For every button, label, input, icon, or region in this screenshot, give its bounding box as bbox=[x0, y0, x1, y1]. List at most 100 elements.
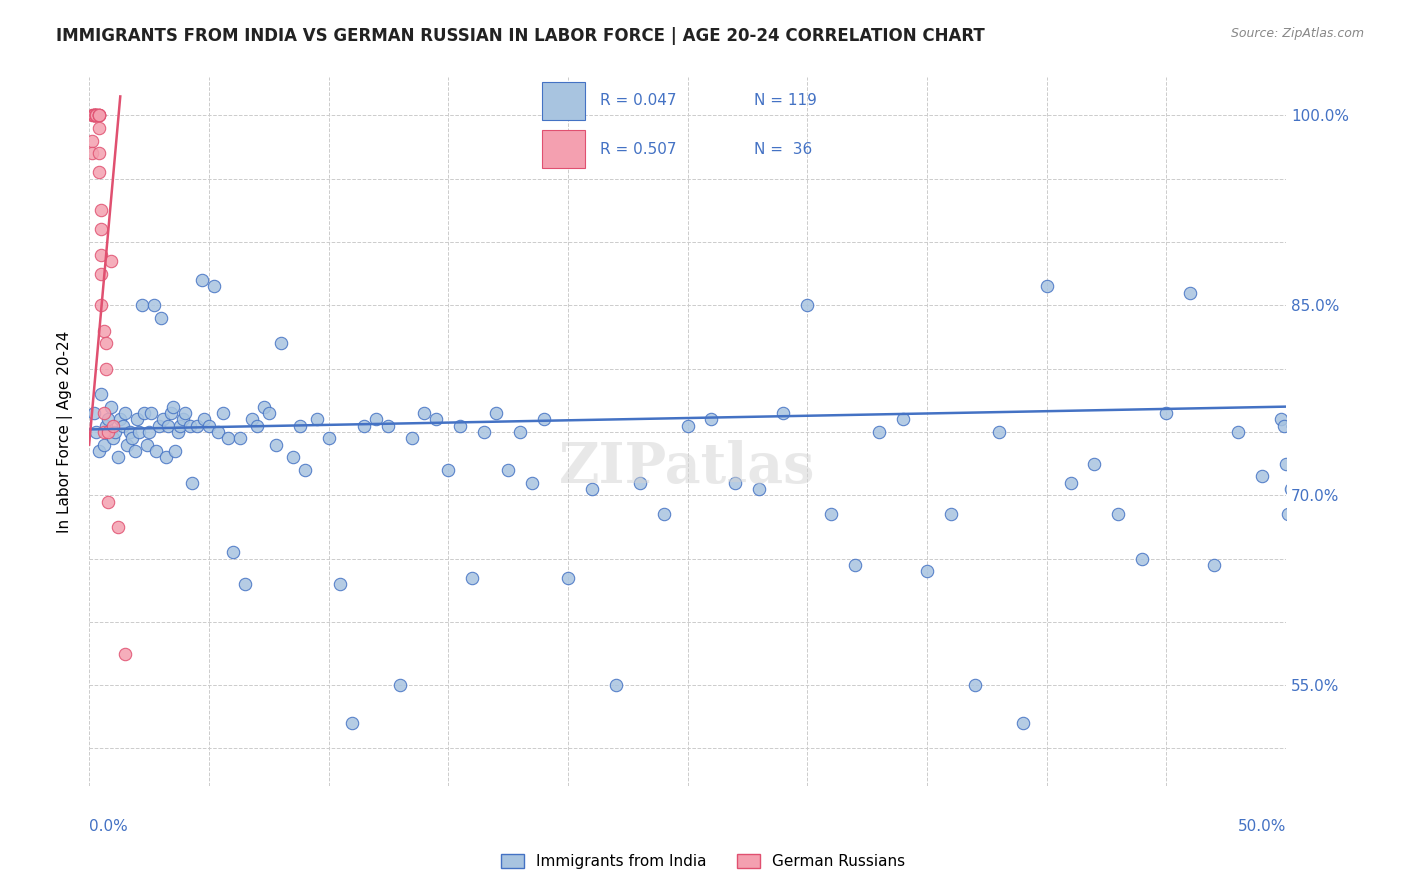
Point bbox=[1286, 412, 1309, 426]
Point bbox=[90, 222, 112, 236]
Point bbox=[110, 412, 132, 426]
Point bbox=[97, 412, 120, 426]
Point bbox=[94, 336, 117, 351]
Point bbox=[174, 406, 197, 420]
Point bbox=[121, 431, 143, 445]
Point bbox=[628, 475, 651, 490]
Point bbox=[233, 577, 256, 591]
Point bbox=[425, 412, 447, 426]
Point bbox=[461, 570, 484, 584]
Point bbox=[305, 412, 328, 426]
Point bbox=[472, 425, 495, 439]
Point bbox=[179, 418, 201, 433]
Point bbox=[377, 418, 399, 433]
Point bbox=[1035, 279, 1057, 293]
Point bbox=[87, 108, 110, 122]
Point bbox=[229, 431, 252, 445]
Point bbox=[1130, 551, 1153, 566]
Point bbox=[83, 108, 105, 122]
Point bbox=[1251, 469, 1274, 483]
Point bbox=[86, 108, 108, 122]
Point bbox=[1279, 482, 1302, 496]
FancyBboxPatch shape bbox=[541, 82, 585, 120]
Point bbox=[987, 425, 1010, 439]
Point bbox=[141, 406, 163, 420]
Point bbox=[86, 425, 108, 439]
Point bbox=[149, 311, 172, 326]
Point bbox=[288, 418, 311, 433]
Y-axis label: In Labor Force | Age 20-24: In Labor Force | Age 20-24 bbox=[58, 331, 73, 533]
Point bbox=[114, 406, 136, 420]
Point bbox=[169, 418, 191, 433]
Point bbox=[366, 412, 388, 426]
Legend: Immigrants from India, German Russians: Immigrants from India, German Russians bbox=[495, 848, 911, 875]
Point bbox=[264, 437, 287, 451]
Point bbox=[93, 406, 115, 420]
Point bbox=[124, 444, 146, 458]
Point bbox=[128, 425, 150, 439]
Point bbox=[1275, 457, 1298, 471]
Point bbox=[748, 482, 770, 496]
Point bbox=[1227, 425, 1250, 439]
Point bbox=[90, 267, 112, 281]
Point bbox=[87, 146, 110, 161]
Point bbox=[83, 108, 105, 122]
Point bbox=[413, 406, 436, 420]
Point bbox=[939, 508, 962, 522]
Point bbox=[100, 254, 122, 268]
Point bbox=[100, 400, 122, 414]
Point bbox=[104, 425, 127, 439]
Point bbox=[891, 412, 914, 426]
Text: R = 0.507: R = 0.507 bbox=[600, 142, 676, 157]
Point bbox=[207, 425, 229, 439]
Point bbox=[134, 406, 156, 420]
Point bbox=[257, 406, 280, 420]
Text: ZIPatlas: ZIPatlas bbox=[560, 440, 815, 495]
Point bbox=[772, 406, 794, 420]
Point bbox=[700, 412, 723, 426]
Point bbox=[87, 108, 110, 122]
Point bbox=[1204, 558, 1226, 572]
Point bbox=[107, 520, 129, 534]
Point bbox=[90, 387, 112, 401]
Point bbox=[87, 165, 110, 179]
Point bbox=[190, 273, 212, 287]
Point bbox=[222, 545, 245, 559]
Point bbox=[111, 418, 134, 433]
Point bbox=[142, 298, 165, 312]
Point bbox=[202, 279, 225, 293]
Point bbox=[509, 425, 531, 439]
Point bbox=[1282, 418, 1305, 433]
Point bbox=[138, 425, 160, 439]
Point bbox=[80, 134, 103, 148]
Point bbox=[437, 463, 460, 477]
Point bbox=[1107, 508, 1129, 522]
Point bbox=[83, 406, 105, 420]
Point bbox=[353, 418, 375, 433]
Point bbox=[155, 450, 177, 465]
Point bbox=[270, 336, 292, 351]
Point bbox=[87, 108, 110, 122]
Point bbox=[101, 418, 124, 433]
Point bbox=[114, 647, 136, 661]
Text: Source: ZipAtlas.com: Source: ZipAtlas.com bbox=[1230, 27, 1364, 40]
Point bbox=[162, 400, 184, 414]
Point bbox=[87, 444, 110, 458]
Point bbox=[796, 298, 818, 312]
Point bbox=[676, 418, 699, 433]
Point bbox=[1284, 418, 1306, 433]
Point bbox=[166, 425, 188, 439]
Point bbox=[1272, 418, 1295, 433]
Point bbox=[212, 406, 235, 420]
Point bbox=[246, 418, 269, 433]
Point bbox=[240, 412, 263, 426]
Point bbox=[83, 108, 105, 122]
Point bbox=[118, 425, 141, 439]
Point bbox=[83, 108, 105, 122]
Text: N = 119: N = 119 bbox=[754, 93, 817, 108]
Point bbox=[605, 678, 627, 692]
Point bbox=[557, 570, 579, 584]
Point bbox=[157, 418, 180, 433]
Point bbox=[93, 437, 115, 451]
Point bbox=[93, 425, 115, 439]
